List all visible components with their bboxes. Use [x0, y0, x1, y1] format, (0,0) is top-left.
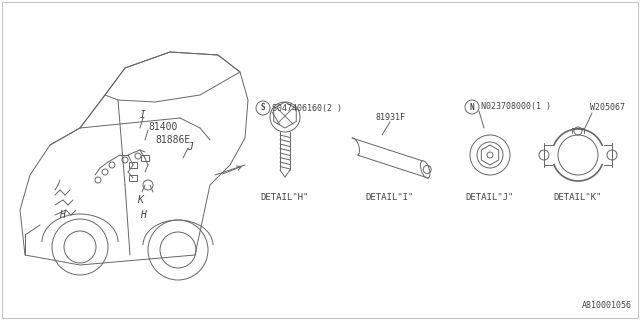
Text: S: S	[260, 103, 266, 113]
Text: K: K	[137, 195, 143, 205]
Text: H: H	[140, 210, 146, 220]
Text: J: J	[187, 142, 193, 152]
Text: DETAIL"H": DETAIL"H"	[261, 194, 309, 203]
Text: H: H	[59, 210, 65, 220]
Text: 81886E: 81886E	[155, 135, 190, 145]
Text: DETAIL"K": DETAIL"K"	[554, 194, 602, 203]
Text: N023708000(1 ): N023708000(1 )	[481, 102, 551, 111]
Text: A810001056: A810001056	[582, 301, 632, 310]
Text: I: I	[140, 110, 146, 120]
Text: DETAIL"J": DETAIL"J"	[466, 194, 514, 203]
Text: N: N	[470, 102, 474, 111]
Text: S047406160(2 ): S047406160(2 )	[272, 103, 342, 113]
Text: 81400: 81400	[148, 122, 177, 132]
Text: DETAIL"I": DETAIL"I"	[366, 194, 414, 203]
Text: 81931F: 81931F	[375, 114, 405, 123]
Text: W205067: W205067	[590, 103, 625, 113]
